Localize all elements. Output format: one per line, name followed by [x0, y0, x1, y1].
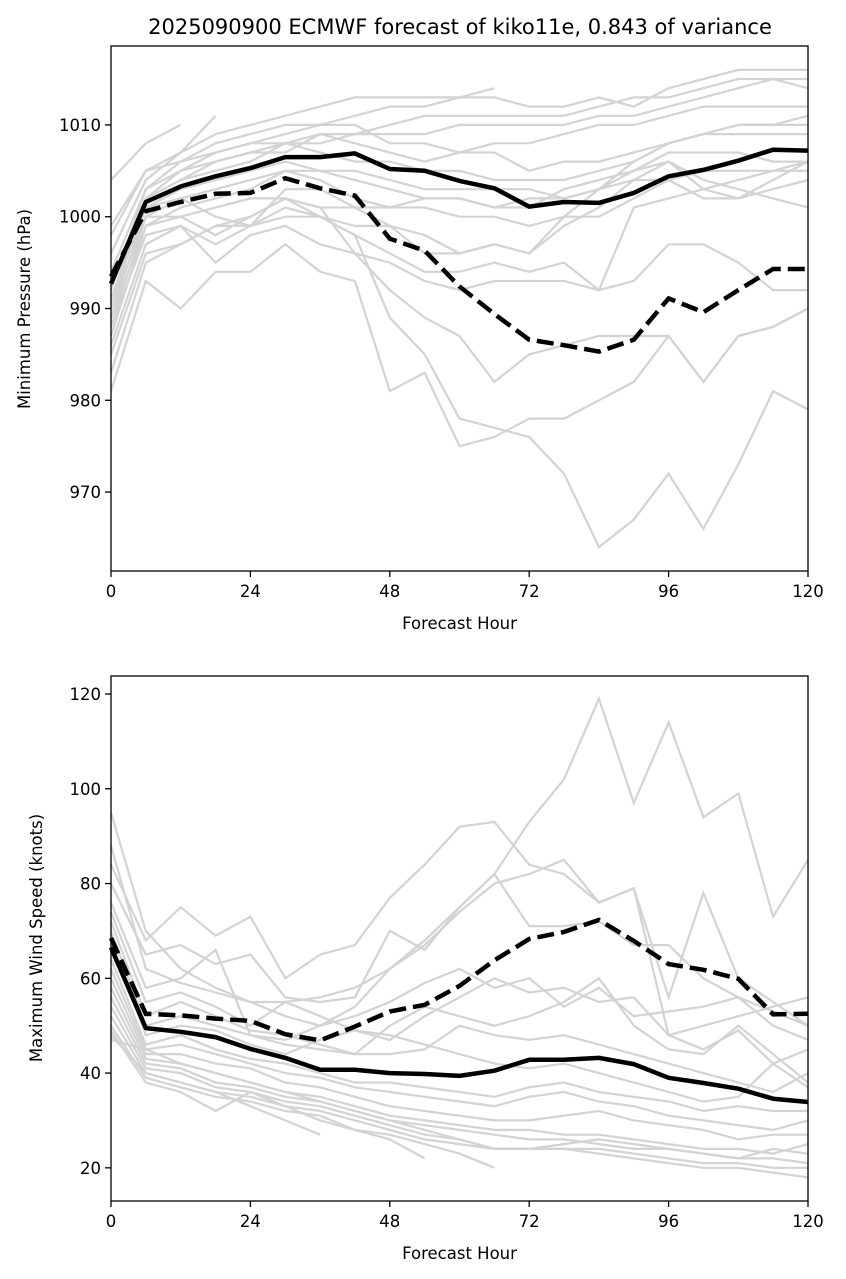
wind-x-tick-label: 72 [519, 1212, 540, 1231]
wind-x-tick-label: 96 [658, 1212, 679, 1231]
pressure-member-line-16 [109, 160, 809, 328]
pressure-y-axis-label: Minimum Pressure (hPa) [15, 209, 34, 409]
wind-member-line-18 [110, 1029, 426, 1160]
wind-y-tick-label: 60 [80, 969, 101, 988]
wind-member-line-5 [109, 902, 809, 1042]
pressure-member-line-14 [109, 160, 809, 309]
pressure-x-tick-label: 72 [519, 582, 540, 601]
wind-member-line-13 [110, 987, 809, 1155]
pressure-y-ticks: 970 980 990 1000 1010 [59, 116, 111, 502]
wind-x-tick-label: 48 [379, 1212, 400, 1231]
wind-y-ticks: 20 40 60 80 100 120 [70, 685, 111, 1178]
pressure-member-line-4 [110, 68, 808, 236]
wind-x-ticks: 0 24 48 72 96 120 [106, 1201, 824, 1231]
pressure-panel: 0 24 48 72 96 120 970 980 990 1000 1010 Forecast … [15, 45, 824, 633]
pressure-y-tick-label: 970 [70, 483, 102, 502]
wind-panel: 0 24 48 72 96 120 20 40 60 80 100 120 Forecast Hou… [27, 675, 824, 1263]
pressure-member-line-19 [109, 215, 809, 549]
wind-x-tick-label: 120 [792, 1212, 824, 1231]
pressure-x-tick-label: 48 [379, 582, 400, 601]
wind-y-tick-label: 100 [70, 780, 102, 799]
wind-member-line-16 [110, 1015, 809, 1179]
wind-member-line-10 [109, 958, 808, 1113]
wind-member-line-2 [109, 845, 809, 1027]
wind-y-tick-label: 80 [80, 875, 101, 894]
pressure-mean-line [108, 147, 809, 285]
pressure-member-line-3 [110, 87, 495, 254]
pressure-y-tick-label: 990 [70, 300, 102, 319]
pressure-x-tick-label: 24 [240, 582, 261, 601]
wind-y-tick-label: 20 [80, 1159, 101, 1178]
wind-ensemble-members [109, 695, 809, 1179]
pressure-y-tick-label: 1010 [59, 116, 101, 135]
wind-member-line-14 [110, 996, 809, 1165]
wind-member-line-3 [110, 820, 809, 1037]
wind-dashed-line [108, 917, 809, 1043]
wind-x-tick-label: 0 [106, 1212, 117, 1231]
pressure-member-line-15 [109, 160, 809, 319]
pressure-x-tick-label: 96 [658, 582, 679, 601]
pressure-member-line-20 [109, 242, 809, 448]
wind-member-line-7 [109, 921, 809, 1084]
wind-member-line-6 [109, 911, 809, 1065]
pressure-dashed-line [109, 175, 808, 354]
pressure-y-tick-label: 1000 [59, 208, 101, 227]
pressure-member-line-17 [109, 224, 808, 346]
pressure-x-ticks: 0 24 48 72 96 120 [106, 571, 824, 601]
pressure-member-line-10 [109, 114, 809, 319]
wind-member-line-19 [110, 1034, 321, 1136]
pressure-x-tick-label: 120 [792, 582, 824, 601]
wind-member-line-8 [109, 930, 809, 1094]
pressure-ensemble-members [109, 68, 809, 549]
wind-x-axis-label: Forecast Hour [402, 1244, 517, 1263]
wind-y-axis-label: Maximum Wind Speed (knots) [27, 814, 46, 1062]
pressure-member-line-2 [110, 115, 217, 227]
wind-member-line-20 [110, 1038, 809, 1160]
pressure-member-line-1 [110, 123, 182, 181]
wind-y-tick-label: 120 [70, 685, 102, 704]
wind-y-tick-label: 40 [80, 1064, 101, 1083]
pressure-x-tick-label: 0 [106, 582, 117, 601]
wind-member-line-11 [109, 968, 809, 1132]
figure-title: 2025090900 ECMWF forecast of kiko11e, 0.… [148, 15, 772, 39]
pressure-y-tick-label: 980 [70, 391, 102, 410]
pressure-x-axis-label: Forecast Hour [402, 614, 517, 633]
wind-member-line-9 [109, 940, 809, 1103]
wind-plot-frame [110, 675, 809, 1202]
wind-mean-line [108, 946, 809, 1105]
wind-x-tick-label: 24 [240, 1212, 261, 1231]
wind-member-line-1 [109, 695, 809, 1027]
wind-member-line-12 [110, 977, 808, 1141]
